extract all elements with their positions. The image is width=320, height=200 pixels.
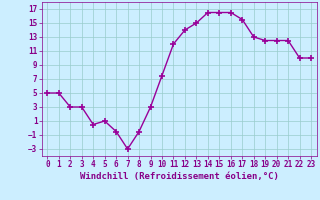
X-axis label: Windchill (Refroidissement éolien,°C): Windchill (Refroidissement éolien,°C): [80, 172, 279, 181]
